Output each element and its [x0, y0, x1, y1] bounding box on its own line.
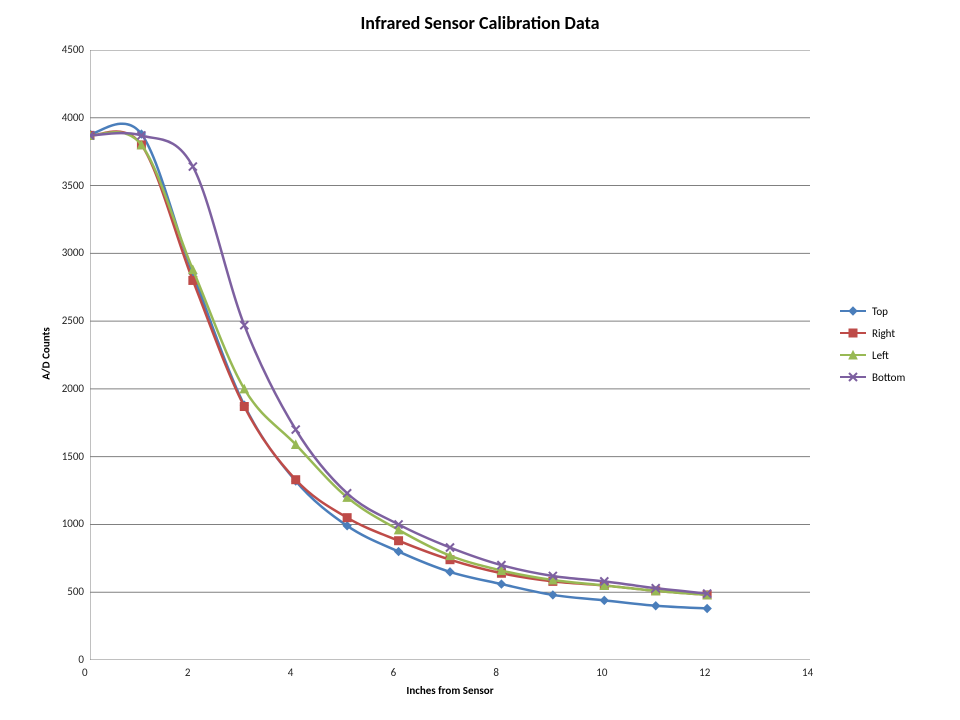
chart-container: Infrared Sensor Calibration Data A/D Cou…	[0, 0, 960, 720]
legend-swatch	[840, 310, 866, 312]
x-tick-label: 6	[391, 666, 397, 679]
y-tick-label: 4500	[62, 43, 84, 56]
y-tick-label: 0	[78, 653, 84, 666]
x-tick-label: 4	[288, 666, 294, 679]
legend-swatch	[840, 354, 866, 356]
legend-item-left: Left	[840, 344, 905, 366]
legend: Top Right Left Bottom	[840, 300, 905, 388]
x-tick-label: 12	[699, 666, 710, 679]
legend-label: Bottom	[872, 371, 905, 384]
y-tick-label: 1500	[62, 450, 84, 463]
legend-label: Left	[872, 349, 889, 362]
legend-item-right: Right	[840, 322, 905, 344]
chart-title: Infrared Sensor Calibration Data	[0, 12, 960, 34]
legend-label: Right	[872, 327, 895, 340]
y-tick-label: 4000	[62, 111, 84, 124]
x-axis-label: Inches from Sensor	[90, 684, 810, 697]
y-tick-label: 3500	[62, 179, 84, 192]
y-tick-label: 3000	[62, 246, 84, 259]
x-tick-label: 10	[596, 666, 607, 679]
plot-area	[90, 50, 810, 660]
y-tick-label: 1000	[62, 517, 84, 530]
x-tick-label: 14	[802, 666, 813, 679]
legend-swatch	[840, 376, 866, 378]
legend-label: Top	[872, 305, 888, 318]
x-tick-label: 2	[185, 666, 191, 679]
y-axis-label: A/D Counts	[40, 327, 53, 379]
x-tick-label: 0	[82, 666, 88, 679]
y-tick-label: 2500	[62, 314, 84, 327]
y-tick-label: 2000	[62, 382, 84, 395]
series-line-top	[90, 124, 707, 609]
legend-swatch	[840, 332, 866, 334]
legend-item-bottom: Bottom	[840, 366, 905, 388]
x-tick-label: 8	[493, 666, 499, 679]
y-tick-label: 500	[67, 585, 84, 598]
legend-item-top: Top	[840, 300, 905, 322]
